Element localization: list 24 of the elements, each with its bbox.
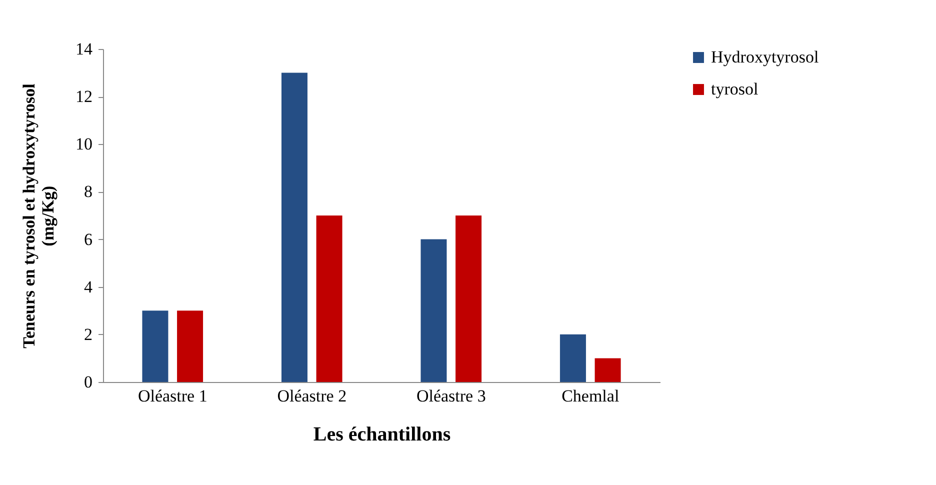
y-tick-label: 6 <box>84 230 92 249</box>
legend-label: Hydroxytyrosol <box>711 48 819 66</box>
y-tick-label: 0 <box>84 372 92 392</box>
bar <box>456 216 482 382</box>
x-tick-label: Oléastre 3 <box>416 386 486 406</box>
y-tick-label: 2 <box>84 324 92 344</box>
y-tick-label: 10 <box>76 134 92 154</box>
x-tick-label: Oléastre 1 <box>138 386 208 406</box>
bar <box>560 334 586 382</box>
y-axis-title: Teneurs en tyrosol et hydroxytyrosol (mg/Kg) <box>20 83 58 348</box>
bar <box>420 239 447 382</box>
y-tick-label: 14 <box>76 40 93 58</box>
legend-label: tyrosol <box>711 80 758 98</box>
bar <box>281 72 308 382</box>
x-axis-title: Les échantillons <box>313 424 451 446</box>
y-tick-label: 12 <box>76 87 92 106</box>
y-tick-label: 8 <box>84 182 92 202</box>
bar <box>142 310 168 382</box>
y-tick-label: 4 <box>84 277 93 296</box>
bar <box>177 310 204 382</box>
x-tick-label: Chemlal <box>562 386 620 406</box>
x-tick-label: Oléastre 2 <box>277 386 347 406</box>
bar <box>316 216 342 382</box>
bar <box>594 358 621 382</box>
